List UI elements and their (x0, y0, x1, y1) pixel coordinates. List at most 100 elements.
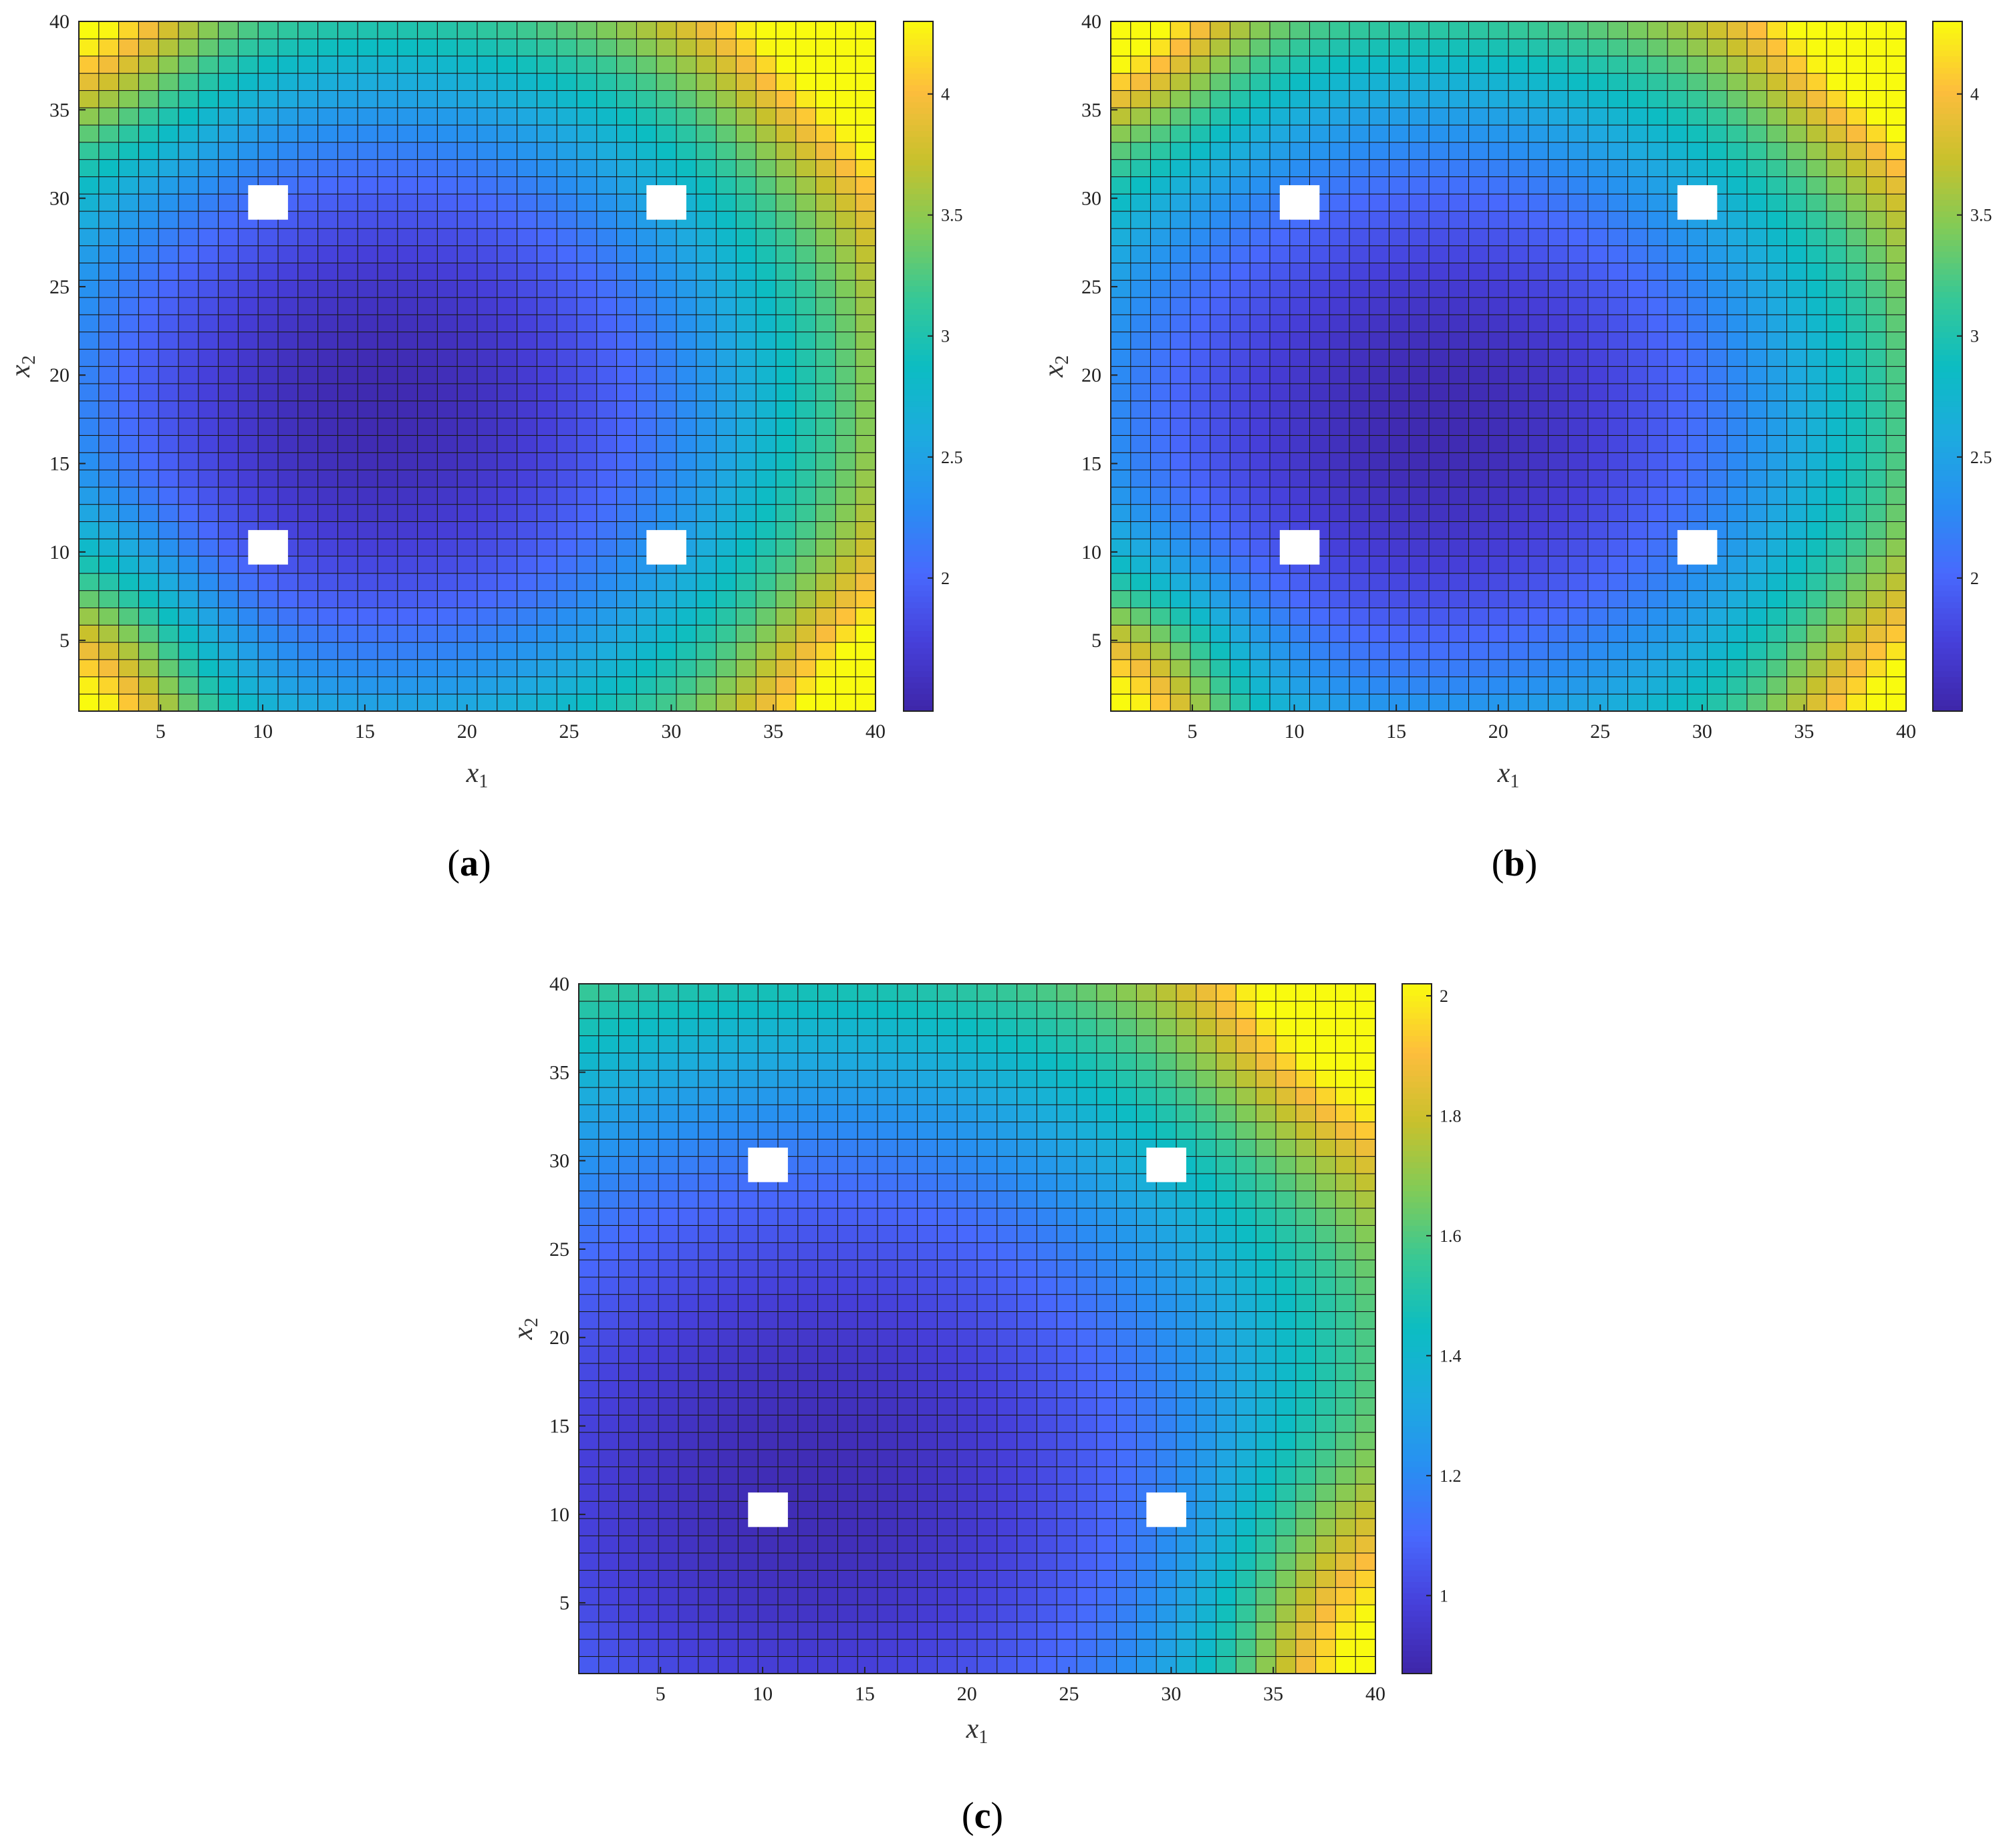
colorbar-band (904, 440, 933, 447)
heatmap-cell (1826, 434, 1847, 453)
heatmap-cell (1349, 262, 1370, 281)
heatmap-cell (1116, 1242, 1138, 1261)
heatmap-cell (1255, 1587, 1277, 1605)
heatmap-cell (1369, 555, 1390, 574)
heatmap-cell (578, 1432, 599, 1450)
heatmap-cell (337, 366, 359, 384)
colorbar-band (1933, 688, 1962, 694)
heatmap-cell (1255, 1069, 1277, 1088)
heatmap-cell (698, 1328, 719, 1347)
heatmap-cell (815, 72, 837, 92)
heatmap-cell (1076, 983, 1097, 1002)
heatmap-cell (1309, 90, 1331, 108)
colorbar-band (904, 642, 933, 648)
heatmap-cell (277, 573, 299, 591)
heatmap-cell (817, 1173, 839, 1192)
heatmap-cell (718, 1500, 739, 1519)
heatmap-cell (596, 693, 618, 712)
heatmap-cell (1647, 228, 1668, 247)
heatmap-cell (1547, 434, 1569, 453)
heatmap-cell (837, 1449, 859, 1468)
heatmap-cell (877, 1259, 898, 1278)
heatmap-cell (198, 331, 219, 350)
heatmap-cell (1885, 193, 1907, 212)
colorbar-band (904, 338, 933, 344)
heatmap-cell (855, 452, 876, 471)
heatmap-cell (1036, 1277, 1058, 1295)
heatmap-cell (456, 607, 478, 626)
colorbar-band (1933, 130, 1962, 137)
heatmap-cell (1627, 314, 1649, 333)
heatmap-cell (855, 589, 876, 609)
heatmap-cell (1216, 1466, 1237, 1485)
heatmap-cell (737, 1311, 759, 1329)
heatmap-cell (456, 314, 478, 333)
heatmap-cell (1329, 589, 1350, 609)
heatmap-cell (1687, 400, 1708, 419)
heatmap-cell (737, 1449, 759, 1468)
heatmap-cell (98, 90, 120, 108)
heatmap-cell (1687, 417, 1708, 436)
heatmap-cell (417, 228, 438, 247)
heatmap-cell (678, 1518, 699, 1537)
heatmap-cell (1130, 158, 1152, 178)
heatmap-cell (698, 1535, 719, 1554)
heatmap-cell (237, 124, 259, 143)
heatmap-cell (835, 72, 857, 92)
heatmap-cell (1607, 676, 1629, 695)
heatmap-cell (1116, 1483, 1138, 1502)
x-tick-label: 10 (1285, 720, 1305, 743)
heatmap-cell (1076, 1483, 1097, 1502)
heatmap-cell (1289, 124, 1311, 143)
heatmap-cell (1135, 1242, 1158, 1261)
heatmap-cell (795, 521, 817, 539)
heatmap-cell (956, 1500, 978, 1519)
heatmap-cell (1150, 624, 1172, 643)
heatmap-cell (397, 331, 418, 350)
heatmap-cell (1196, 1638, 1217, 1658)
heatmap-cell (1017, 1173, 1038, 1192)
heatmap-cell (1488, 538, 1509, 557)
heatmap-cell (1806, 124, 1827, 143)
heatmap-cell (436, 434, 458, 453)
heatmap-cell (317, 434, 339, 453)
heatmap-cell (1170, 366, 1191, 384)
heatmap-cell (1508, 521, 1529, 539)
heatmap-panel-c: 5 10 15 20 25 30 35 40 5 10 15 20 25 30 35 40 x1 x2 1 1.2 1.… (495, 956, 1537, 1848)
heatmap-cell (1428, 72, 1450, 92)
heatmap-cell (757, 1569, 779, 1588)
heatmap-cell (1017, 1190, 1038, 1209)
colorbar-band (904, 418, 933, 424)
heatmap-cell (1036, 1621, 1058, 1640)
heatmap-cell (1349, 245, 1370, 264)
heatmap-cell (716, 642, 737, 660)
heatmap-cell (1885, 676, 1907, 695)
heatmap-cell (1275, 1156, 1297, 1174)
colorbar-band (1933, 515, 1962, 522)
heatmap-cell (616, 452, 638, 471)
heatmap-cell (757, 1466, 779, 1485)
heatmap-cell (317, 400, 339, 419)
heatmap-cell (1156, 1397, 1177, 1416)
heatmap-cell (1176, 1638, 1197, 1658)
heatmap-cell (337, 107, 359, 126)
heatmap-cell (996, 1121, 1018, 1140)
heatmap-cell (976, 1656, 998, 1674)
heatmap-cell (897, 1104, 918, 1123)
heatmap-cell (317, 366, 339, 384)
heatmap-cell (676, 417, 697, 436)
heatmap-cell (1627, 366, 1649, 384)
heatmap-cell (656, 452, 677, 471)
heatmap-cell (1150, 589, 1172, 609)
heatmap-cell (397, 676, 418, 695)
heatmap-cell (517, 487, 538, 505)
heatmap-cell (1746, 211, 1768, 229)
heatmap-cell (1135, 1259, 1158, 1278)
heatmap-cell (1607, 142, 1629, 160)
heatmap-cell (656, 279, 677, 298)
heatmap-cell (1468, 676, 1490, 695)
heatmap-cell (1687, 659, 1708, 678)
heatmap-cell (1116, 1190, 1138, 1209)
heatmap-cell (1017, 1587, 1038, 1605)
heatmap-cell (596, 158, 618, 178)
